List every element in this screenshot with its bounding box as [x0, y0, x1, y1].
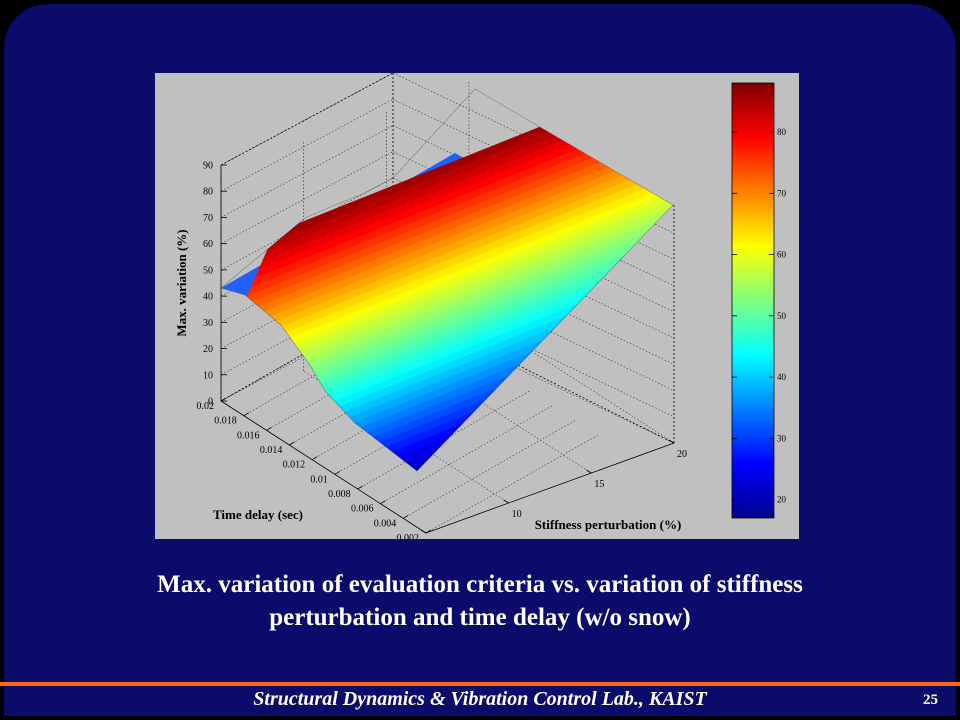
z-tick-labels: 0 10 20 30 40 50 60 70 80 90	[203, 161, 227, 408]
colorbar-tick-label: 80	[777, 127, 787, 137]
x-tick-mark	[403, 514, 409, 519]
z-tick-label: 50	[203, 265, 213, 276]
footer-divider	[0, 682, 960, 686]
x-tick-mark	[266, 426, 272, 431]
surface-outline	[220, 88, 674, 472]
caption-line-1: Max. variation of evaluation criteria vs…	[157, 571, 803, 598]
x-axis-label: Time delay (sec)	[213, 507, 303, 522]
x-tick-label: 0.002	[397, 533, 420, 539]
z-tick-label: 40	[203, 292, 213, 303]
z-tick-label: 10	[203, 370, 213, 381]
y-tick-labels: 5101520	[420, 439, 687, 534]
x-tick-label: 0.01	[310, 474, 328, 485]
colorbar-tick-label: 40	[777, 372, 787, 382]
z-tick-label: 20	[203, 344, 213, 355]
colorbar-tick-label: 50	[777, 311, 787, 321]
z-tick-label: 60	[203, 239, 213, 250]
z-tick-label: 70	[203, 213, 213, 224]
z-tick-label: 90	[203, 161, 213, 172]
x-tick-mark	[380, 500, 386, 505]
y-tick-label: 10	[512, 509, 522, 520]
x-tick-mark	[220, 397, 227, 402]
page-number: 25	[923, 692, 938, 708]
x-tick-label: 0.014	[260, 445, 283, 456]
colorbar-ticks: 20 30 40 50 60 70 80	[732, 127, 787, 505]
colorbar-tick-label: 30	[777, 433, 787, 443]
y-tick-label: 15	[594, 479, 604, 490]
z-tick-label: 80	[203, 187, 213, 198]
x-tick-mark	[243, 412, 249, 417]
x-tick-mark	[289, 441, 295, 446]
footer-lab-name: Structural Dynamics & Vibration Control …	[253, 688, 707, 710]
x-tick-label: 0.006	[351, 504, 374, 515]
z-axis-label: Max. variation (%)	[174, 229, 189, 336]
grid-lines	[220, 73, 675, 534]
x-tick-label: 0.004	[374, 518, 397, 529]
surface-mesh	[221, 89, 673, 471]
x-tick-mark	[425, 529, 432, 534]
x-tick-label: 0.016	[237, 430, 259, 441]
y-tick-mark	[586, 469, 592, 474]
caption-line-2: perturbation and time delay (w/o snow)	[269, 604, 691, 631]
y-tick-mark	[503, 499, 509, 504]
x-tick-label: 0.02	[197, 401, 215, 412]
colorbar-tick-label: 70	[777, 188, 787, 198]
z-tick-label: 0	[208, 397, 213, 408]
y-axis-label: Stiffness perturbation (%)	[535, 517, 682, 532]
colorbar-tick-label: 20	[777, 495, 787, 505]
x-tick-mark	[334, 470, 341, 475]
x-tick-labels: 0.020.0180.0160.0140.0120.010.0080.0060.…	[197, 397, 432, 539]
y-tick-label: 20	[677, 449, 687, 460]
x-tick-label: 0.018	[214, 416, 237, 427]
colorbar-tick-label: 60	[777, 250, 787, 260]
x-tick-mark	[311, 456, 318, 461]
y-tick-mark	[668, 439, 675, 444]
z-tick-label: 30	[203, 318, 213, 329]
surface-figure: 0 10 20 30 40 50 60 70 80 90 0.02 0.018 0.016 0.014 0…	[155, 73, 799, 539]
y-tick-mark	[420, 529, 427, 534]
x-tick-label: 0.008	[328, 489, 351, 500]
slide-caption: Max. variation of evaluation criteria vs…	[40, 568, 920, 634]
x-tick-label: 0.012	[283, 460, 306, 471]
colorbar	[731, 82, 775, 519]
x-tick-mark	[357, 485, 363, 490]
